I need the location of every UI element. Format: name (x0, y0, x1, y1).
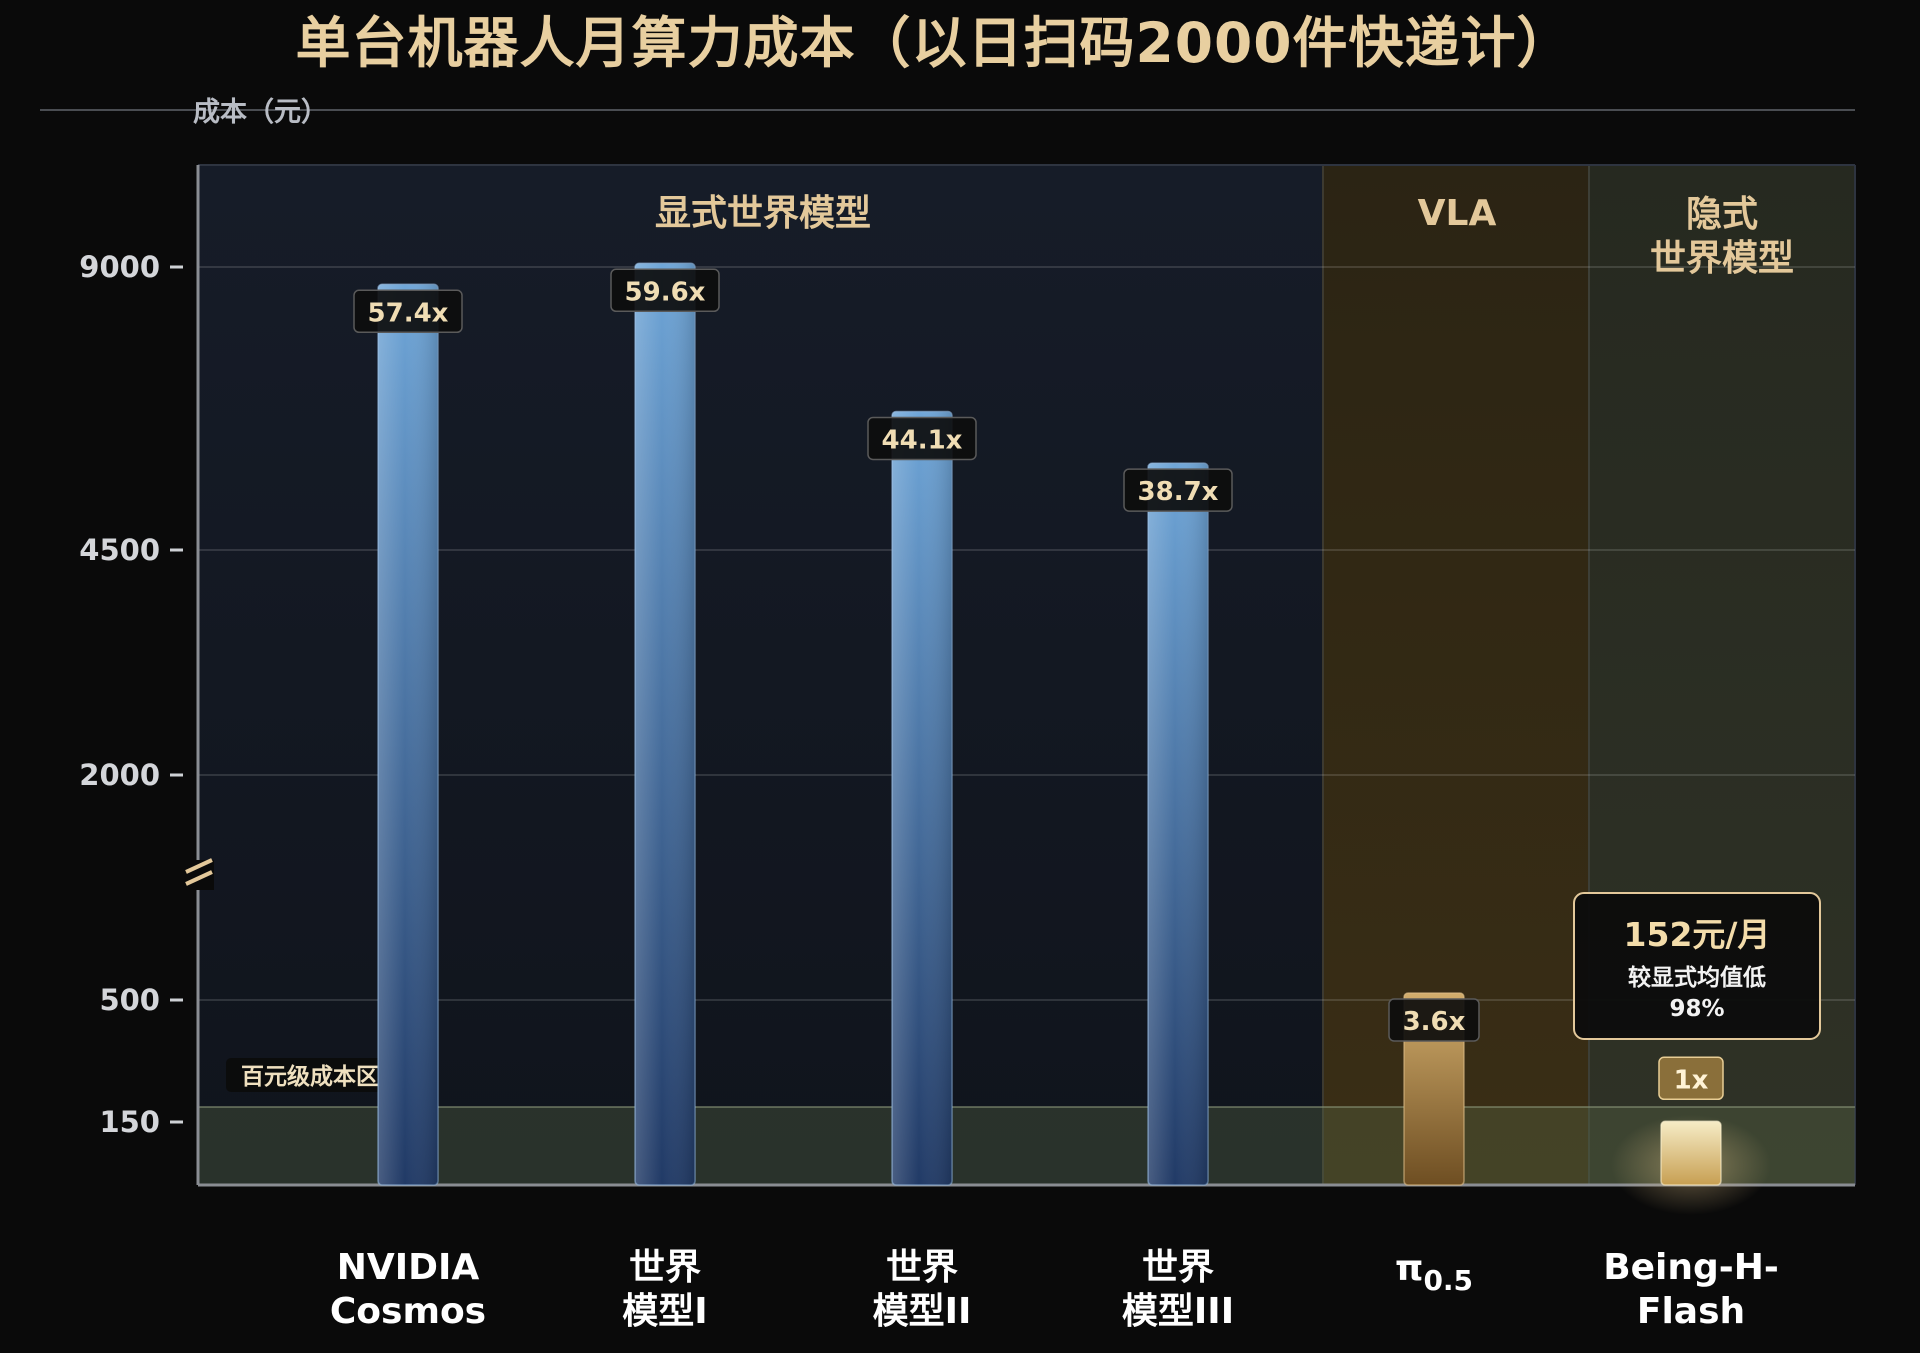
y-tick-label: 4500 (79, 533, 160, 567)
region-label-implicit-line1: 隐式 (1686, 194, 1758, 235)
zone-label-badge: 百元级成本区 (226, 1058, 395, 1092)
y-tick-label: 150 (99, 1105, 160, 1139)
y-axis-label: 成本（元） (193, 97, 328, 128)
y-tick-label: 500 (99, 983, 160, 1017)
region-label-implicit-line2: 世界模型 (1650, 238, 1794, 279)
annotation-sub-line1: 较显式均值低 (1628, 964, 1766, 991)
x-tick-label-line2: 模型I (622, 1291, 707, 1332)
x-tick-label-line2: 模型II (873, 1291, 972, 1332)
x-tick-label-line1: 世界 (1142, 1247, 1214, 1288)
x-tick-label-line2: Flash (1637, 1291, 1745, 1332)
region-label-explicit: 显式世界模型 (655, 193, 871, 234)
multiplier-label: 1x (1674, 1065, 1709, 1095)
multiplier-label: 57.4x (368, 298, 449, 328)
bar-sheen (378, 284, 438, 1185)
multiplier-badge (1388, 998, 1480, 1042)
bar-sheen (892, 411, 952, 1185)
y-axis-ticks: 9000 4500 2000 500 150 (79, 250, 183, 1139)
multiplier-label: 59.6x (625, 277, 706, 307)
zone-label: 百元级成本区 (241, 1063, 379, 1090)
annotation-sub-line2: 98% (1669, 996, 1724, 1022)
y-tick-label: 2000 (79, 758, 160, 792)
x-tick-label-line1: 世界 (886, 1247, 958, 1288)
multiplier-badge (867, 416, 977, 461)
bars: 57.4x 59.6x 44.1x 38.7x 3.6x 1x (353, 262, 1771, 1215)
multiplier-badge (1123, 468, 1233, 512)
annotation-main: 152元/月 (1624, 915, 1771, 954)
x-tick-label-line2: Cosmos (330, 1291, 486, 1332)
x-tick-label: π0.5 (1395, 1248, 1473, 1297)
multiplier-badge (1658, 1056, 1724, 1101)
multiplier-label: 38.7x (1138, 477, 1219, 507)
multiplier-badge (610, 268, 720, 313)
multiplier-label: 3.6x (1403, 1007, 1466, 1037)
x-tick-label-line1: NVIDIA (337, 1247, 480, 1288)
multiplier-badge (353, 289, 463, 334)
bar-sheen (1148, 463, 1208, 1186)
bar (1660, 1120, 1722, 1186)
chart-title: 单台机器人月算力成本（以日扫码2000件快递计） (295, 11, 1572, 75)
bar-sheen (635, 263, 695, 1185)
annotation-box: 152元/月 较显式均值低 98% (1573, 892, 1821, 1040)
x-tick-label-line1: Being-H- (1603, 1247, 1779, 1288)
region-label-vla: VLA (1418, 193, 1497, 234)
x-tick-label-line1: 世界 (629, 1247, 701, 1288)
x-tick-label-line2: 模型III (1122, 1291, 1234, 1332)
y-tick-label: 9000 (79, 250, 160, 284)
axis-break-mark (184, 858, 214, 890)
multiplier-label: 44.1x (882, 425, 963, 455)
hundred-yuan-zone (198, 1107, 1855, 1185)
